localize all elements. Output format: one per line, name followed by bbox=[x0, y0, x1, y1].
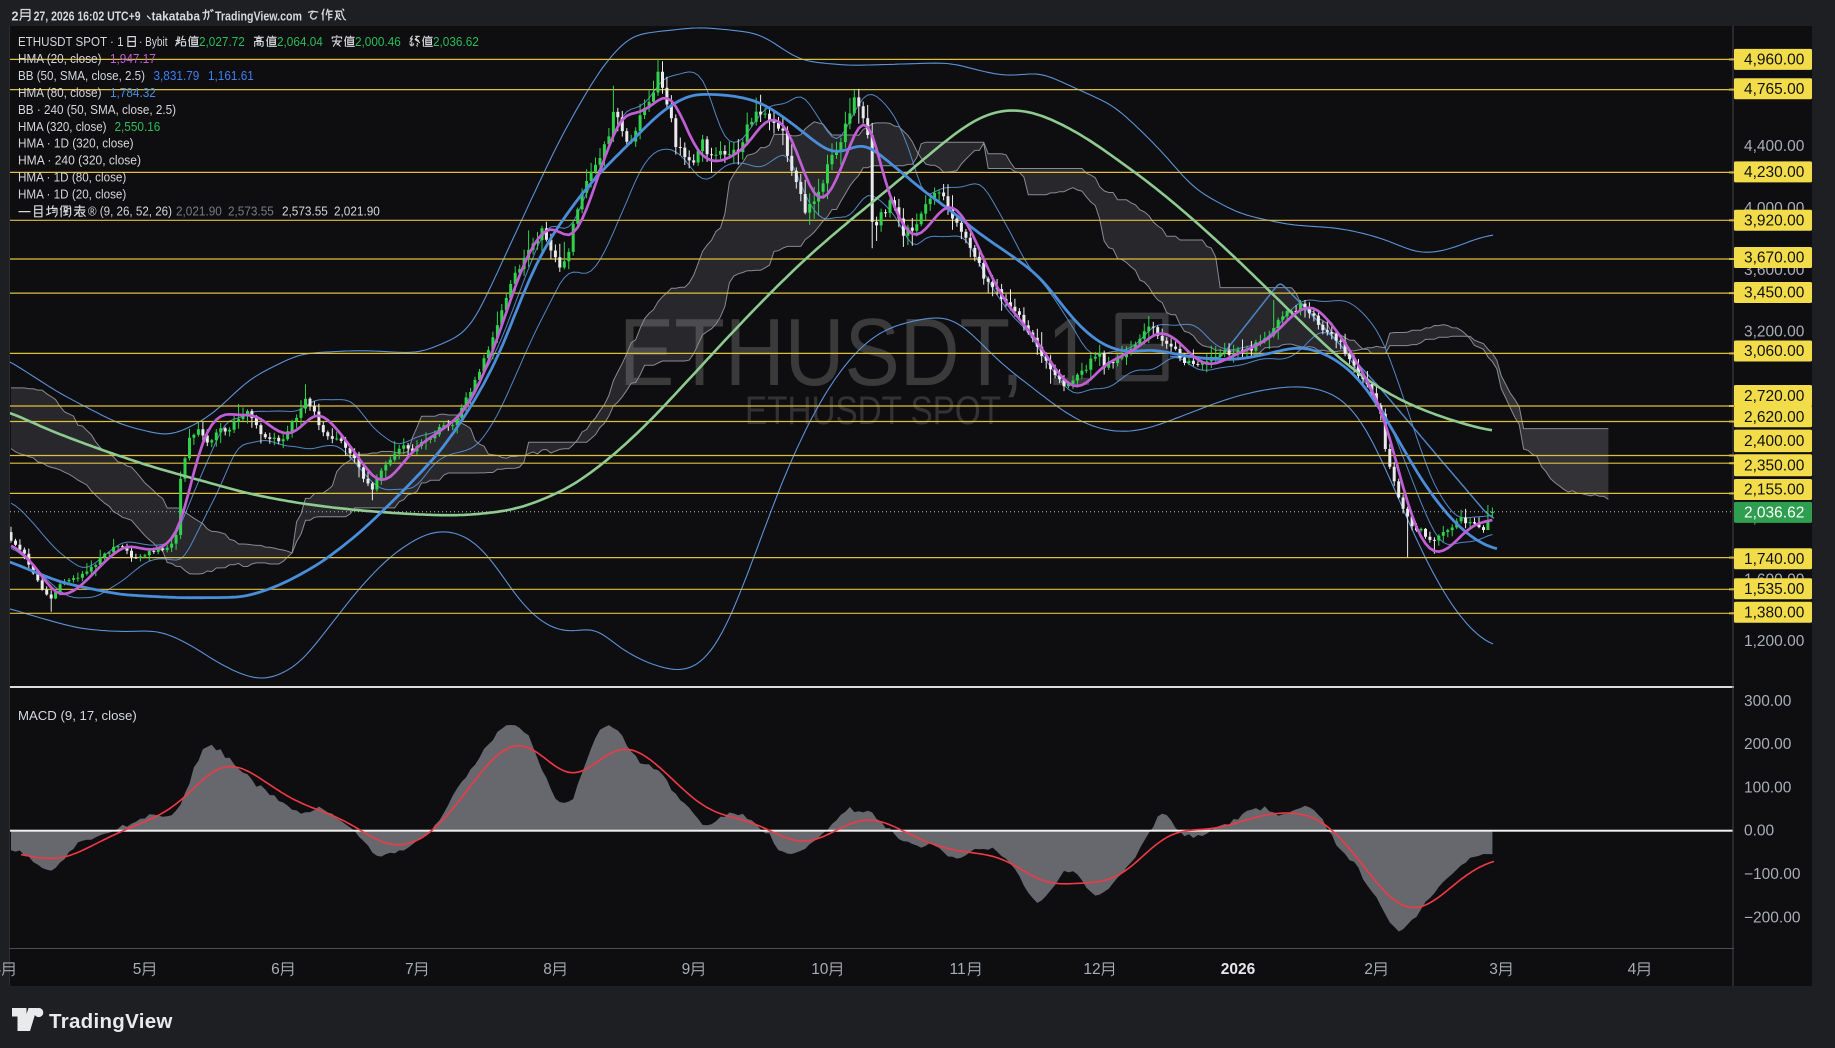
svg-text:6: 6 bbox=[271, 961, 280, 978]
svg-text:® (9, 26, 52, 26): ® (9, 26, 52, 26) bbox=[88, 204, 172, 219]
svg-text:27, 2026 16:02 UTC+9: 27, 2026 16:02 UTC+9 bbox=[34, 10, 141, 24]
svg-text:HMA · 1D (20, close): HMA · 1D (20, close) bbox=[18, 187, 126, 202]
svg-text:−100.00: −100.00 bbox=[1744, 866, 1801, 883]
svg-text:HMA (20, close): HMA (20, close) bbox=[18, 51, 102, 66]
svg-text:2,021.90: 2,021.90 bbox=[334, 204, 380, 219]
svg-text:2026: 2026 bbox=[1221, 961, 1256, 978]
svg-text:300.00: 300.00 bbox=[1744, 693, 1792, 710]
svg-text:BB · 240 (50, SMA, close, 2.5): BB · 240 (50, SMA, close, 2.5) bbox=[18, 102, 176, 117]
svg-text:takataba: takataba bbox=[152, 10, 201, 24]
svg-text:9: 9 bbox=[682, 961, 691, 978]
svg-text:1,947.17: 1,947.17 bbox=[110, 51, 156, 66]
svg-text:HMA · 1D (320, close): HMA · 1D (320, close) bbox=[18, 136, 134, 151]
svg-text:HMA (80, close): HMA (80, close) bbox=[18, 85, 102, 100]
svg-text:3,920.00: 3,920.00 bbox=[1744, 213, 1805, 230]
svg-text:3: 3 bbox=[1489, 961, 1498, 978]
svg-text:1,161.61: 1,161.61 bbox=[208, 68, 254, 83]
svg-text:8: 8 bbox=[543, 961, 552, 978]
svg-text:4,765.00: 4,765.00 bbox=[1744, 81, 1805, 98]
svg-text:2,064.04: 2,064.04 bbox=[277, 34, 323, 49]
svg-text:2,573.55: 2,573.55 bbox=[228, 204, 274, 219]
svg-text:2,036.62: 2,036.62 bbox=[1744, 505, 1804, 522]
svg-text:2,350.00: 2,350.00 bbox=[1744, 457, 1805, 474]
svg-text:2: 2 bbox=[12, 10, 19, 24]
svg-text:2,550.16: 2,550.16 bbox=[115, 119, 161, 134]
svg-text:2,155.00: 2,155.00 bbox=[1744, 482, 1805, 499]
svg-text:2,027.72: 2,027.72 bbox=[199, 34, 245, 49]
svg-text:BB (50, SMA, close, 2.5): BB (50, SMA, close, 2.5) bbox=[18, 68, 145, 83]
svg-text:2,620.00: 2,620.00 bbox=[1744, 409, 1805, 426]
svg-text:TradingView: TradingView bbox=[49, 1010, 173, 1033]
svg-text:4: 4 bbox=[0, 961, 2, 978]
svg-text:100.00: 100.00 bbox=[1744, 779, 1792, 796]
svg-text:11: 11 bbox=[950, 961, 966, 978]
svg-text:ETHUSDT SPOT · 1: ETHUSDT SPOT · 1 bbox=[18, 34, 124, 49]
svg-text:TradingView.com: TradingView.com bbox=[215, 10, 302, 24]
svg-text:2,400.00: 2,400.00 bbox=[1744, 433, 1805, 450]
svg-text:1,380.00: 1,380.00 bbox=[1744, 605, 1805, 622]
svg-text:7: 7 bbox=[405, 961, 414, 978]
svg-text:· Bybit: · Bybit bbox=[139, 34, 168, 49]
svg-text:3,450.00: 3,450.00 bbox=[1744, 285, 1805, 302]
svg-text:3,060.00: 3,060.00 bbox=[1744, 343, 1805, 360]
svg-text:10: 10 bbox=[811, 961, 829, 978]
svg-text:ETHUSDT SPOT: ETHUSDT SPOT bbox=[745, 389, 1001, 433]
svg-text:2,036.62: 2,036.62 bbox=[433, 34, 479, 49]
svg-text:3,831.79: 3,831.79 bbox=[154, 68, 200, 83]
svg-text:4: 4 bbox=[1628, 961, 1637, 978]
svg-text:3,200.00: 3,200.00 bbox=[1744, 324, 1805, 341]
svg-text:1,740.00: 1,740.00 bbox=[1744, 551, 1805, 568]
svg-text:200.00: 200.00 bbox=[1744, 736, 1792, 753]
svg-text:2: 2 bbox=[1364, 961, 1373, 978]
svg-text:HMA · 1D (80, close): HMA · 1D (80, close) bbox=[18, 170, 126, 185]
svg-text:5: 5 bbox=[133, 961, 142, 978]
svg-text:4,960.00: 4,960.00 bbox=[1744, 52, 1805, 69]
svg-text:1,784.32: 1,784.32 bbox=[110, 85, 156, 100]
svg-text:1,535.00: 1,535.00 bbox=[1744, 581, 1805, 598]
svg-text:HMA (320, close): HMA (320, close) bbox=[18, 119, 107, 134]
svg-text:3,670.00: 3,670.00 bbox=[1744, 250, 1805, 267]
svg-text:4,400.00: 4,400.00 bbox=[1744, 138, 1805, 155]
svg-text:MACD (9, 17, close): MACD (9, 17, close) bbox=[18, 708, 137, 723]
svg-text:−200.00: −200.00 bbox=[1744, 909, 1801, 926]
svg-text:HMA · 240 (320, close): HMA · 240 (320, close) bbox=[18, 153, 141, 168]
svg-text:4,230.00: 4,230.00 bbox=[1744, 164, 1805, 181]
svg-text:2,573.55: 2,573.55 bbox=[282, 204, 328, 219]
svg-text:1,200.00: 1,200.00 bbox=[1744, 633, 1805, 650]
svg-text:12: 12 bbox=[1083, 961, 1100, 978]
svg-text:2,720.00: 2,720.00 bbox=[1744, 388, 1805, 405]
svg-text:0.00: 0.00 bbox=[1744, 823, 1775, 840]
svg-text:2,000.46: 2,000.46 bbox=[355, 34, 401, 49]
svg-text:2,021.90: 2,021.90 bbox=[176, 204, 222, 219]
